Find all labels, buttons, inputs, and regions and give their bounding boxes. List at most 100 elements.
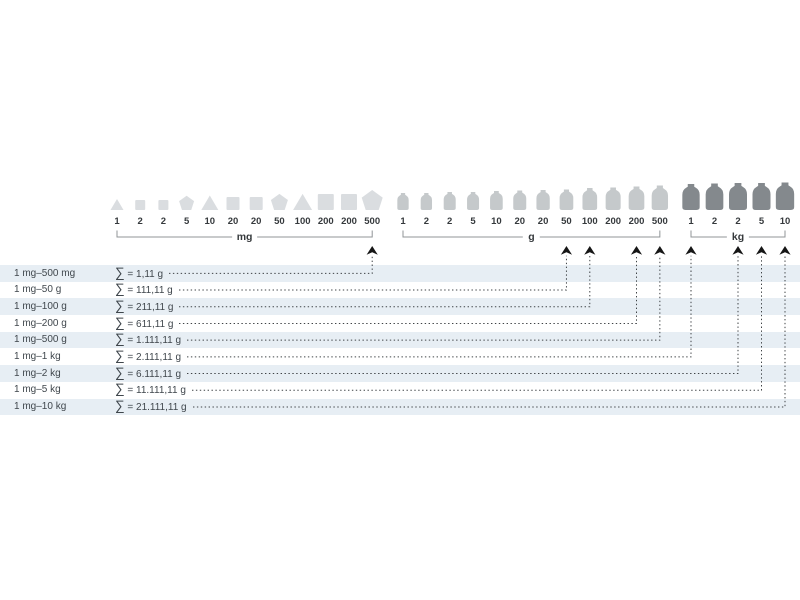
unit-label: kg: [726, 231, 750, 243]
range-label: 1 mg–5 kg: [14, 384, 61, 396]
weight-value-label: 500: [364, 215, 381, 227]
sum-value: = 211,11 g: [124, 301, 174, 313]
weight-value-label: 50: [274, 215, 285, 227]
sigma-symbol: ∑: [115, 381, 125, 397]
kg-weight-icon: [729, 183, 747, 210]
connector-line: [187, 255, 692, 358]
sum-arrow: [584, 246, 596, 255]
mg-weight-icon: [317, 194, 334, 210]
weight-value-label: 10: [204, 215, 216, 227]
sum-value: = 2.111,11 g: [124, 352, 182, 363]
sum-label: ∑ = 1.111,11 g: [115, 331, 182, 347]
weight-value-label: 2: [735, 215, 741, 227]
sum-label: ∑ = 11.111,11 g: [115, 381, 186, 397]
mg-weight-icon: [341, 194, 357, 210]
row-stripe: [0, 365, 800, 382]
range-label: 1 mg–10 kg: [14, 401, 67, 413]
weight-value-label: 200: [628, 215, 645, 227]
sum-arrow: [685, 246, 697, 255]
sum-arrow: [732, 246, 744, 255]
sum-arrow: [630, 246, 643, 255]
mg-weight-icon: [226, 197, 240, 210]
weight-value-label: 100: [294, 215, 311, 227]
connector-line: [179, 255, 567, 291]
sigma-symbol: ∑: [115, 331, 125, 347]
kg-weight-icon: [682, 184, 700, 210]
g-weight-icon: [513, 190, 527, 210]
weight-value-label: 2: [447, 215, 453, 227]
weight-value-label: 20: [250, 215, 262, 227]
g-weight-icon: [397, 193, 409, 210]
unit-label: g: [523, 231, 540, 243]
sum-value: = 11.111,11 g: [124, 385, 186, 397]
sum-value: = 611,11 g: [124, 318, 174, 330]
sum-arrow: [779, 246, 791, 255]
range-label: 1 mg–50 g: [14, 284, 62, 296]
mg-weight-icon: [179, 195, 195, 211]
sum-arrow: [560, 246, 573, 255]
kg-weight-icon: [775, 182, 795, 210]
connector-line: [187, 255, 661, 341]
row-stripe: [0, 298, 800, 316]
unit-label: mg: [231, 231, 258, 243]
mg-weight-icon: [135, 200, 146, 210]
weight-value-label: 20: [227, 215, 239, 227]
mg-weight-icon: [361, 190, 383, 211]
connector-line: [193, 255, 786, 408]
weight-value-label: 1: [114, 215, 120, 227]
range-label: 1 mg–2 kg: [14, 367, 61, 379]
sigma-symbol: ∑: [115, 398, 125, 414]
row-stripe: [0, 265, 800, 282]
weight-value-label: 200: [317, 215, 334, 227]
g-weight-icon: [467, 192, 480, 210]
mg-weight-icon: [270, 193, 288, 211]
sum-label: ∑ = 1,11 g: [115, 265, 163, 281]
range-label: 1 mg–500 mg: [14, 267, 76, 279]
weight-value-label: 200: [605, 215, 622, 227]
g-weight-icon: [582, 188, 598, 210]
sum-label: ∑ = 111,11 g: [115, 282, 173, 297]
weight-value-label: 500: [651, 215, 668, 227]
weight-value-label: 5: [183, 215, 190, 227]
sigma-symbol: ∑: [115, 348, 125, 363]
connector-line: [179, 255, 637, 324]
sum-value: = 111,11 g: [124, 285, 173, 297]
sum-label: ∑ = 6.111,11 g: [115, 364, 182, 381]
mg-weight-icon: [249, 197, 263, 210]
sigma-symbol: ∑: [115, 314, 125, 330]
weight-value-label: 10: [491, 215, 502, 227]
range-label: 1 mg–1 kg: [14, 351, 61, 362]
sum-label: ∑ = 211,11 g: [115, 299, 174, 314]
sum-arrow: [755, 246, 768, 255]
weight-value-label: 5: [470, 215, 476, 227]
sum-label: ∑ = 21.111,11 g: [115, 398, 187, 414]
g-weight-icon: [628, 186, 645, 210]
g-weight-icon: [490, 191, 503, 210]
weight-value-label: 20: [514, 215, 526, 227]
sum-label: ∑ = 2.111,11 g: [115, 348, 182, 364]
g-weight-icon: [536, 190, 550, 210]
sum-value: = 1.111,11 g: [124, 335, 182, 347]
weight-value-label: 50: [561, 215, 572, 227]
weight-value-label: 1: [688, 215, 694, 227]
g-weight-icon: [605, 187, 621, 210]
range-label: 1 mg–500 g: [14, 334, 67, 346]
connector-line: [187, 255, 739, 375]
sigma-symbol: ∑: [115, 364, 125, 380]
weight-value-label: 2: [711, 215, 718, 227]
kg-weight-icon: [705, 183, 724, 210]
row-stripe: [0, 331, 800, 349]
weight-value-label: 20: [537, 215, 549, 227]
weight-value-label: 200: [341, 215, 357, 227]
sum-value: = 21.111,11 g: [124, 402, 187, 414]
sum-value: = 6.111,11 g: [124, 368, 182, 380]
range-label: 1 mg–100 g: [14, 300, 67, 312]
connector-line: [179, 255, 591, 308]
g-weight-icon: [420, 193, 433, 210]
connector-line: [169, 255, 373, 274]
g-weight-icon: [443, 192, 456, 210]
weight-value-label: 2: [423, 215, 429, 227]
g-weight-icon: [559, 189, 574, 210]
